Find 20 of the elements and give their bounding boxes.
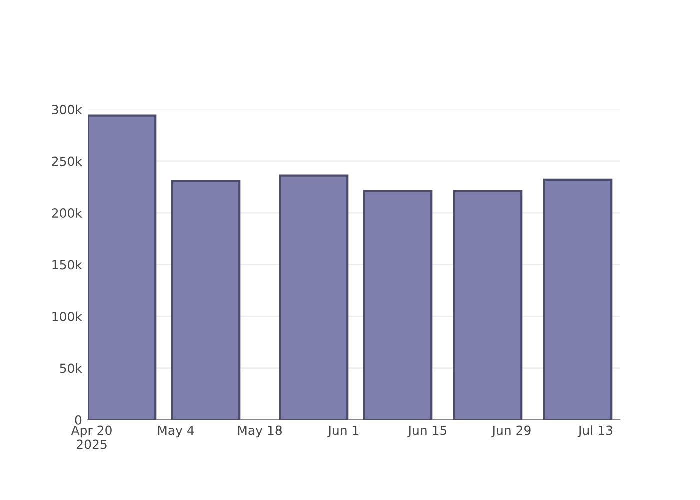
- bar: [88, 114, 157, 420]
- bar: [279, 174, 349, 420]
- bar: [453, 190, 523, 420]
- x-tick-label: Jun 15: [408, 426, 447, 438]
- x-tick-label: Jun 1: [328, 426, 359, 438]
- y-tick-label: 100k: [52, 312, 82, 322]
- y-tick-label: 50k: [60, 364, 82, 374]
- y-tick-label: 150k: [52, 260, 82, 270]
- x-tick-label: Jun 29: [492, 426, 531, 438]
- bar: [543, 178, 613, 420]
- bar: [363, 190, 433, 420]
- x-tick-label: May 18: [238, 426, 282, 438]
- y-tick-label: 0: [75, 415, 82, 425]
- bar: [171, 180, 241, 420]
- y-tick-label: 200k: [52, 208, 82, 218]
- x-tick-label: Apr 20 2025: [71, 426, 112, 450]
- y-tick-label: 250k: [52, 156, 82, 166]
- x-tick-label: Jul 13: [578, 426, 612, 438]
- y-tick-label: 300k: [52, 104, 82, 115]
- x-tick-label: May 4: [158, 426, 194, 438]
